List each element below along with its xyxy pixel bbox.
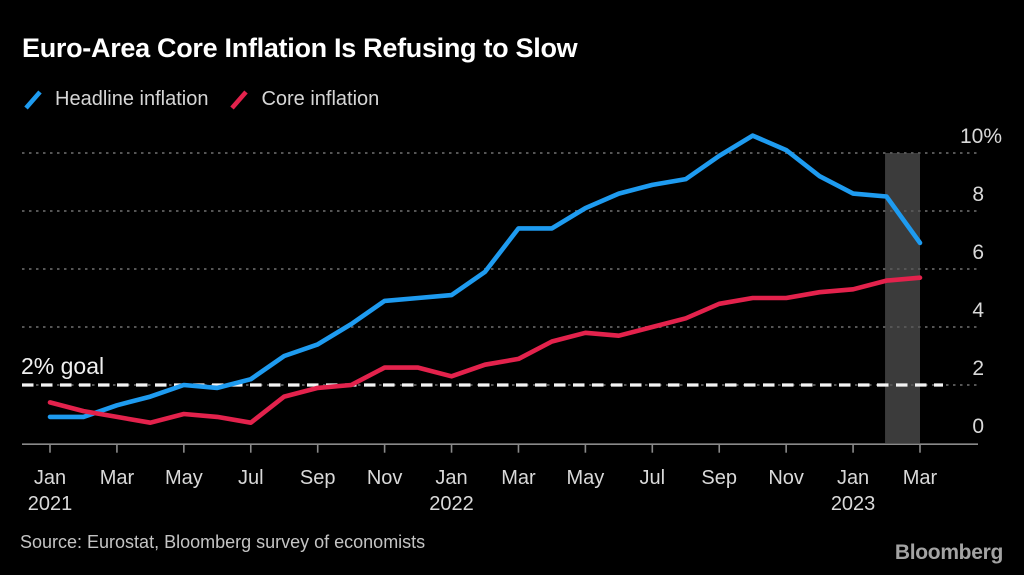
- legend-label-core: Core inflation: [261, 88, 380, 110]
- legend-item-headline: Headline inflation: [22, 88, 208, 111]
- y-axis-label: 6: [972, 241, 984, 264]
- x-axis-label: Jan: [837, 467, 869, 489]
- legend-item-core: Core inflation: [228, 88, 379, 111]
- goal-line-label: 2% goal: [21, 353, 105, 379]
- x-axis-label: Nov: [768, 467, 804, 489]
- x-axis-label: Sep: [300, 467, 336, 489]
- core-series-line: [47, 275, 923, 426]
- x-axis-label: Mar: [501, 467, 536, 489]
- x-axis-label: Sep: [701, 467, 737, 489]
- x-axis-label: Jan: [34, 467, 66, 489]
- legend-label-headline: Headline inflation: [55, 88, 209, 110]
- x-axis-year-label: 2021: [28, 493, 73, 515]
- x-axis-label: Nov: [367, 467, 403, 489]
- x-axis-label: Jul: [640, 467, 666, 489]
- core-line-swatch-icon: [230, 89, 249, 110]
- y-axis-label: 0: [972, 415, 984, 438]
- chart-legend: Headline inflation Core inflation: [22, 88, 379, 111]
- y-axis-label: 8: [972, 183, 984, 206]
- x-axis-label: Mar: [100, 467, 135, 489]
- x-axis-label: Jul: [238, 467, 264, 489]
- x-axis-label: May: [566, 467, 604, 489]
- x-axis-label: Mar: [903, 467, 938, 489]
- forecast-highlight-band: [885, 153, 920, 443]
- x-axis-year-label: 2022: [429, 493, 474, 515]
- x-axis-label: Jan: [435, 467, 467, 489]
- y-axis-label: 10%: [960, 125, 1002, 148]
- headline-line-swatch-icon: [24, 89, 42, 110]
- page-title: Euro-Area Core Inflation Is Refusing to …: [22, 33, 578, 63]
- source-note: Source: Eurostat, Bloomberg survey of ec…: [20, 532, 426, 552]
- headline-series-line: [47, 133, 923, 420]
- x-axis-year-label: 2023: [831, 493, 876, 515]
- y-axis-label: 4: [972, 299, 984, 322]
- y-axis-label: 2: [972, 357, 984, 380]
- bloomberg-logo: Bloomberg: [894, 541, 1003, 564]
- x-axis-label: May: [165, 467, 203, 489]
